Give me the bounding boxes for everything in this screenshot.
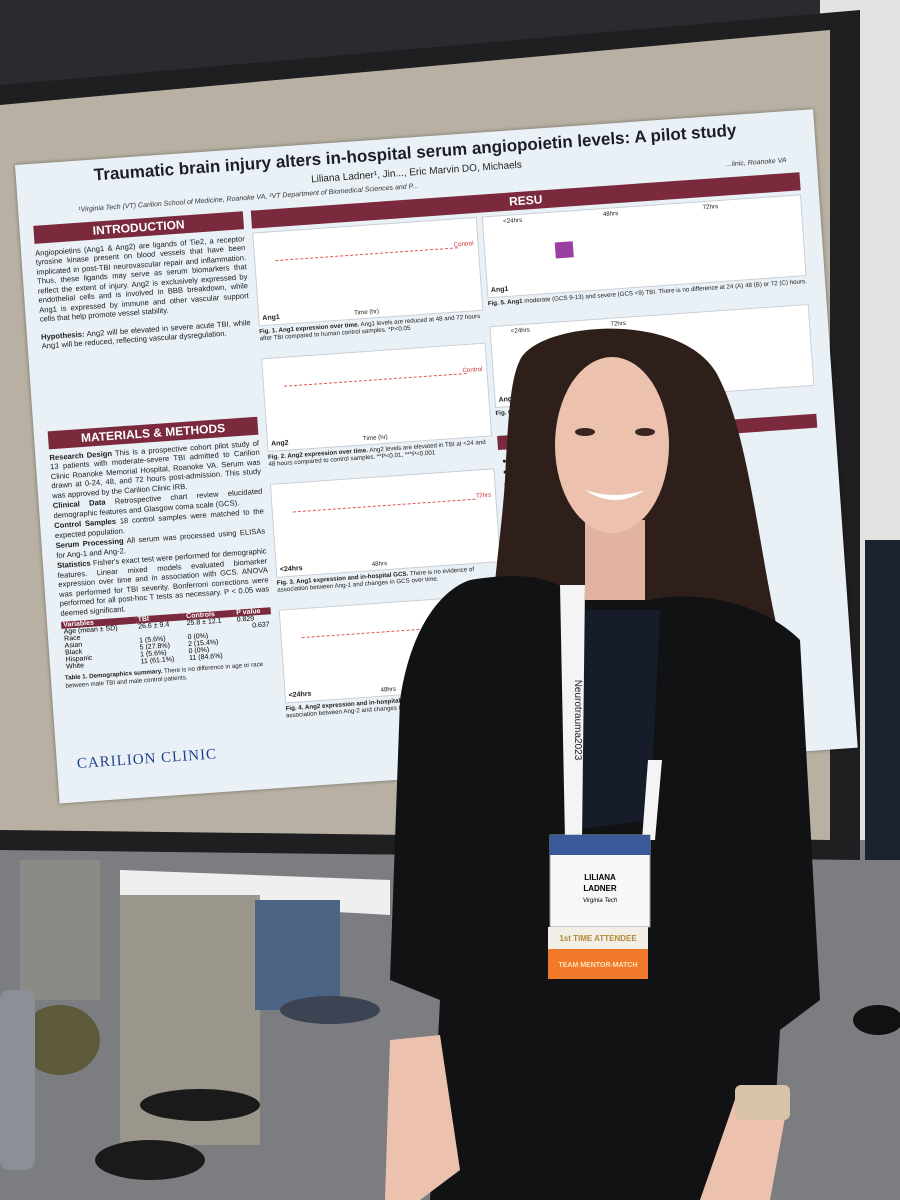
sneaker bbox=[280, 996, 380, 1024]
smile bbox=[585, 490, 645, 500]
lanyard bbox=[642, 760, 662, 840]
badge-first-name: LILIANA bbox=[584, 873, 616, 882]
hand bbox=[385, 1035, 460, 1200]
badge-institution: Virginia Tech bbox=[583, 898, 618, 904]
neck bbox=[585, 520, 645, 600]
top bbox=[560, 610, 660, 830]
lanyard bbox=[560, 585, 585, 840]
watch bbox=[735, 1085, 790, 1120]
backpack bbox=[0, 990, 35, 1170]
face bbox=[555, 357, 669, 533]
badge-header bbox=[550, 835, 650, 855]
badge-last-name: LADNER bbox=[583, 884, 617, 893]
ribbon bbox=[548, 949, 648, 979]
ribbon-text: TEAM MENTOR-MATCH bbox=[558, 962, 637, 969]
boot bbox=[20, 1005, 100, 1075]
shoe bbox=[95, 1140, 205, 1180]
lanyard-text: Neurotrauma2023 bbox=[572, 680, 583, 761]
leg bbox=[20, 860, 100, 1000]
other-person bbox=[865, 540, 900, 860]
ribbon-text: 1st TIME ATTENDEE bbox=[559, 934, 637, 943]
eye bbox=[575, 428, 595, 436]
eye bbox=[635, 428, 655, 436]
shoe bbox=[140, 1089, 260, 1121]
ribbon bbox=[548, 927, 648, 949]
shoe bbox=[853, 1005, 900, 1035]
jeans bbox=[255, 900, 340, 1010]
